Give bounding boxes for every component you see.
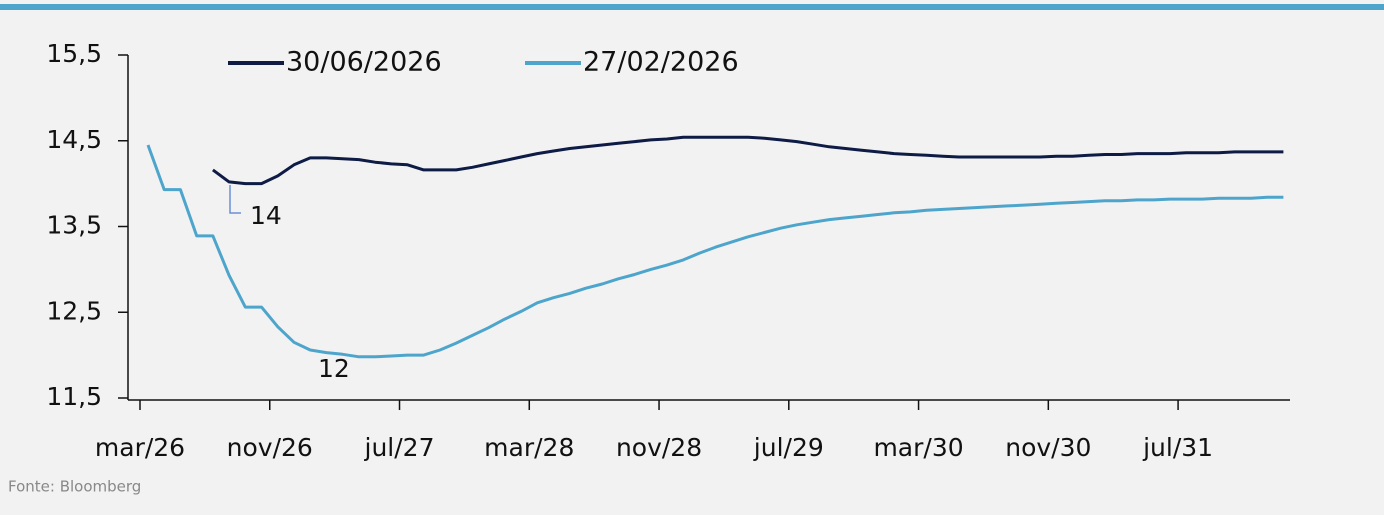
x-tick-label: nov/26 — [227, 433, 313, 462]
y-tick-label: 15,5 — [46, 39, 102, 68]
x-tick-label: nov/28 — [616, 433, 702, 462]
x-tick-label: jul/31 — [1142, 433, 1213, 462]
x-tick-label: jul/27 — [364, 433, 435, 462]
x-tick-label: mar/28 — [484, 433, 574, 462]
series-line — [212, 135, 1284, 186]
top-border — [0, 4, 1384, 10]
annotation: 14 — [250, 201, 282, 230]
x-tick-label: nov/30 — [1005, 433, 1091, 462]
legend-label: 27/02/2026 — [583, 47, 739, 78]
y-tick-label: 13,5 — [46, 211, 102, 240]
series-line — [146, 144, 1284, 359]
y-tick-label: 12,5 — [46, 296, 102, 325]
source: Fonte: Bloomberg — [8, 478, 141, 496]
y-tick-label: 14,5 — [46, 125, 102, 154]
y-tick-label: 11,5 — [46, 382, 102, 411]
annotation: 12 — [318, 354, 350, 383]
x-tick-label: mar/26 — [95, 433, 185, 462]
x-tick-label: mar/30 — [873, 433, 963, 462]
annotation-bracket — [229, 185, 241, 214]
x-tick-label: jul/29 — [753, 433, 824, 462]
legend-label: 30/06/2026 — [286, 47, 442, 78]
